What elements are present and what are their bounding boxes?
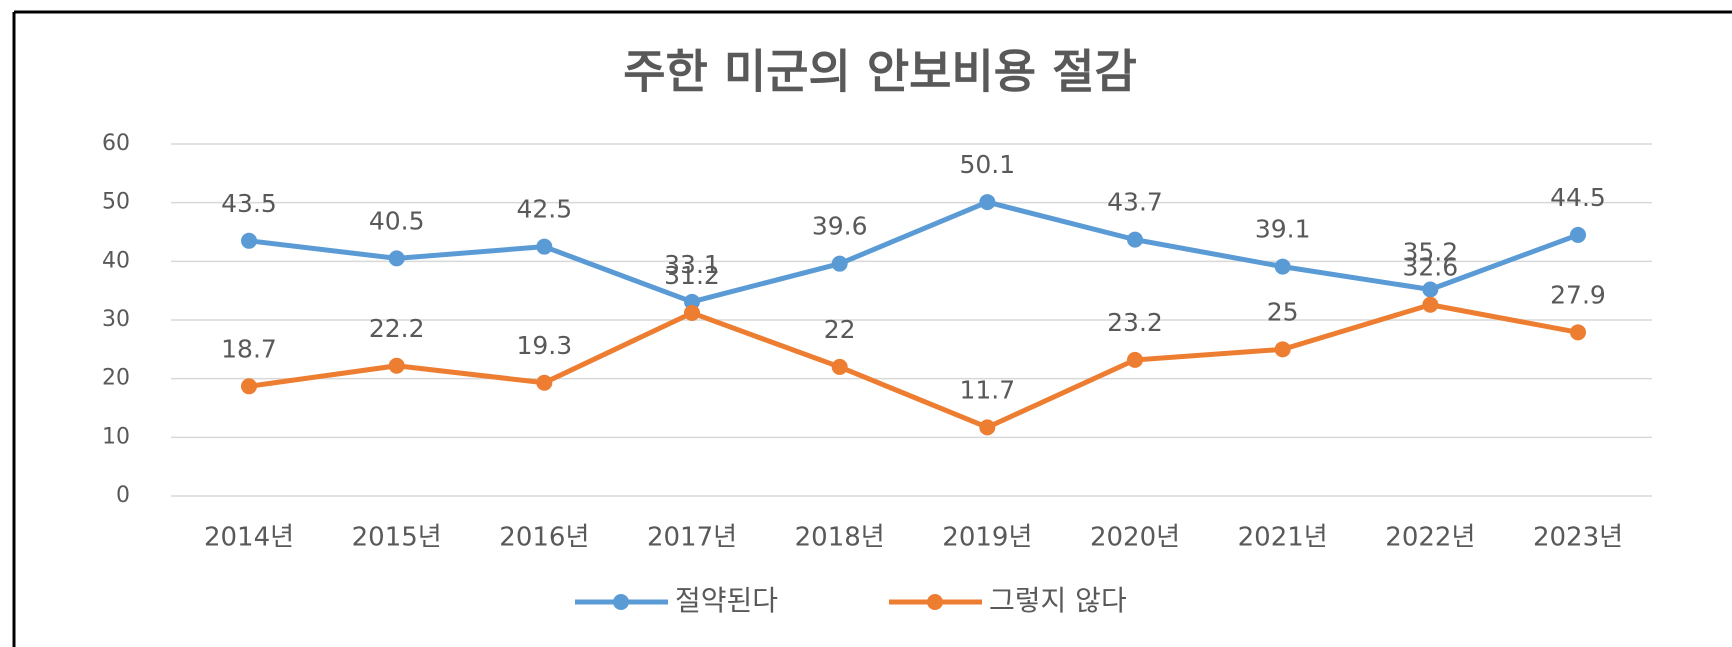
y-tick-label: 30: [102, 307, 130, 332]
data-label: 22: [824, 315, 856, 344]
x-tick-label: 2014년: [204, 523, 294, 553]
chart-title: 주한 미군의 안보비용 절감: [623, 45, 1137, 99]
data-label: 11.7: [959, 375, 1015, 404]
data-point: [536, 238, 553, 255]
data-label: 19.3: [516, 331, 572, 360]
y-tick-label: 10: [102, 424, 130, 449]
y-tick-label: 0: [116, 483, 130, 508]
data-label: 40.5: [369, 206, 425, 235]
data-label: 42.5: [516, 195, 572, 224]
data-label: 31.2: [664, 261, 720, 290]
data-label: 18.7: [221, 334, 277, 363]
legend-marker: [927, 594, 943, 610]
legend-label: 절약된다: [675, 584, 778, 617]
data-point: [1570, 324, 1586, 341]
data-label: 27.9: [1550, 280, 1606, 309]
x-tick-label: 2016년: [499, 523, 589, 553]
x-tick-label: 2019년: [942, 523, 1032, 553]
data-point: [1422, 296, 1439, 313]
data-point: [241, 378, 257, 395]
data-point: [388, 250, 405, 267]
data-point: [536, 374, 553, 391]
x-tick-label: 2020년: [1090, 523, 1180, 553]
series-line: [248, 199, 1579, 305]
data-label: 32.6: [1402, 253, 1458, 282]
y-tick-label: 60: [102, 131, 130, 156]
data-label: 23.2: [1107, 308, 1163, 337]
data-label: 44.5: [1550, 183, 1606, 212]
data-point: [1127, 231, 1143, 248]
x-tick-label: 2015년: [352, 523, 442, 553]
data-point: [979, 194, 996, 211]
data-point: [684, 293, 700, 310]
x-tick-label: 2023년: [1533, 523, 1623, 553]
x-tick-label: 2017년: [647, 523, 737, 553]
data-point: [241, 232, 257, 249]
data-point: [1274, 258, 1291, 275]
data-point: [979, 419, 996, 436]
data-point: [1127, 351, 1143, 368]
data-point: [1274, 341, 1291, 358]
y-tick-label: 50: [102, 190, 130, 215]
data-point: [831, 255, 848, 272]
data-label: 35.2: [1402, 237, 1458, 266]
data-label: 39.1: [1255, 215, 1311, 244]
data-label: 43.7: [1107, 188, 1163, 217]
data-label: 25: [1267, 297, 1299, 326]
y-tick-label: 20: [102, 366, 130, 391]
data-point: [388, 357, 405, 374]
x-tick-label: 2022년: [1385, 523, 1475, 553]
data-point: [1422, 281, 1439, 298]
data-point: [684, 304, 700, 321]
x-tick-label: 2021년: [1238, 523, 1328, 553]
data-point: [1570, 226, 1586, 243]
data-label: 50.1: [959, 150, 1015, 179]
series-line: [248, 302, 1579, 430]
legend-marker: [613, 594, 629, 610]
data-label: 39.6: [812, 212, 868, 241]
data-label: 33.1: [664, 250, 720, 279]
x-tick-label: 2018년: [795, 523, 885, 553]
data-label: 22.2: [369, 314, 425, 343]
data-label: 43.5: [221, 189, 277, 218]
y-tick-label: 40: [102, 248, 130, 273]
data-point: [831, 358, 848, 375]
legend-label: 그렇지 않다: [989, 584, 1127, 617]
